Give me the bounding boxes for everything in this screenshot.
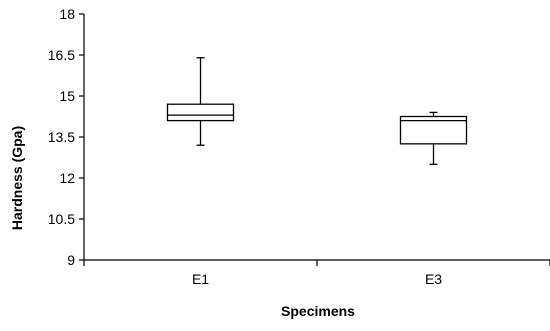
x-category-label: E3 [425,271,442,287]
y-tick-label: 12 [59,170,75,186]
y-tick-label: 16.5 [48,47,75,63]
x-category-label: E1 [192,271,209,287]
y-axis-title: Hardness (Gpa) [9,126,25,230]
box-E3 [399,111,468,165]
y-tick-label: 9 [67,252,75,268]
y-tick-label: 15 [59,88,75,104]
iqr-box [166,103,235,122]
axes-group: 9 10.5 12 13.5 15 16.5 18 E1 E3 [48,6,550,287]
y-tick-label: 18 [59,6,75,22]
y-tick-label: 10.5 [48,211,75,227]
box-E1 [166,57,235,146]
y-tick-label: 13.5 [48,129,75,145]
x-axis-title: Specimens [281,303,355,319]
boxes-group [166,57,468,165]
